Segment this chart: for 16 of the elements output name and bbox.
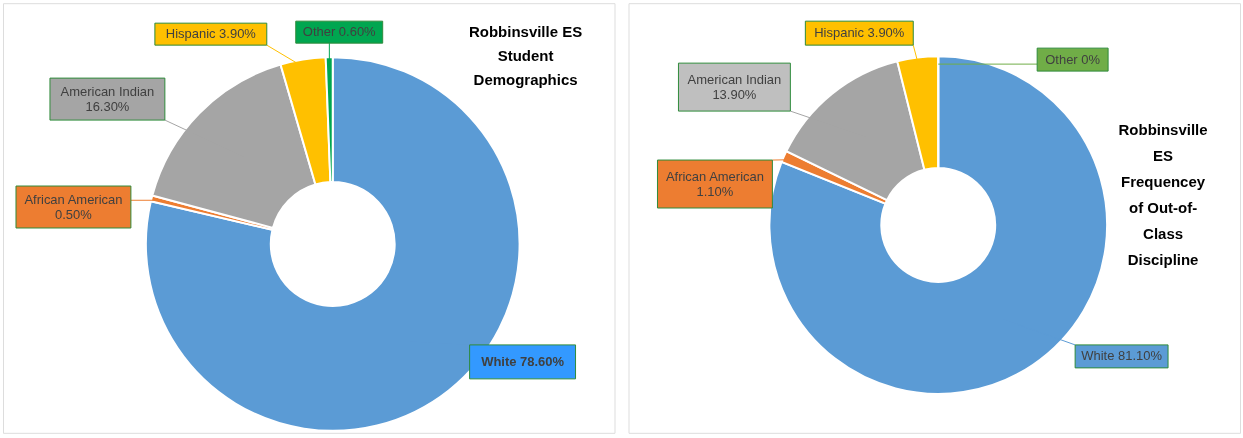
category-label: Other 0% (1045, 51, 1101, 67)
data-label: 13.90% (712, 87, 757, 103)
data-label: 16.30% (85, 99, 130, 115)
data-label: 0.50% (55, 207, 93, 222)
slice-label: Hispanic 3.90% (814, 25, 905, 41)
slice-label: African American (24, 192, 123, 208)
slice-label: Hispanic 3.90% (165, 26, 257, 42)
data-label: 1.10% (696, 184, 734, 200)
slice-label: Other 0.60% (302, 24, 377, 40)
text: Robbinsville ES Frequencey of Out-of-Class Discipline (1118, 121, 1208, 268)
slice-label: White 78.60% (481, 353, 565, 369)
slice-label: African American (665, 169, 764, 185)
text: Robbinsville ES Student Demographics (469, 23, 583, 89)
slice-label: White 81.10% (1081, 348, 1163, 364)
slice-label: American Indian (60, 84, 155, 100)
slice-label: American Indian (687, 72, 782, 88)
